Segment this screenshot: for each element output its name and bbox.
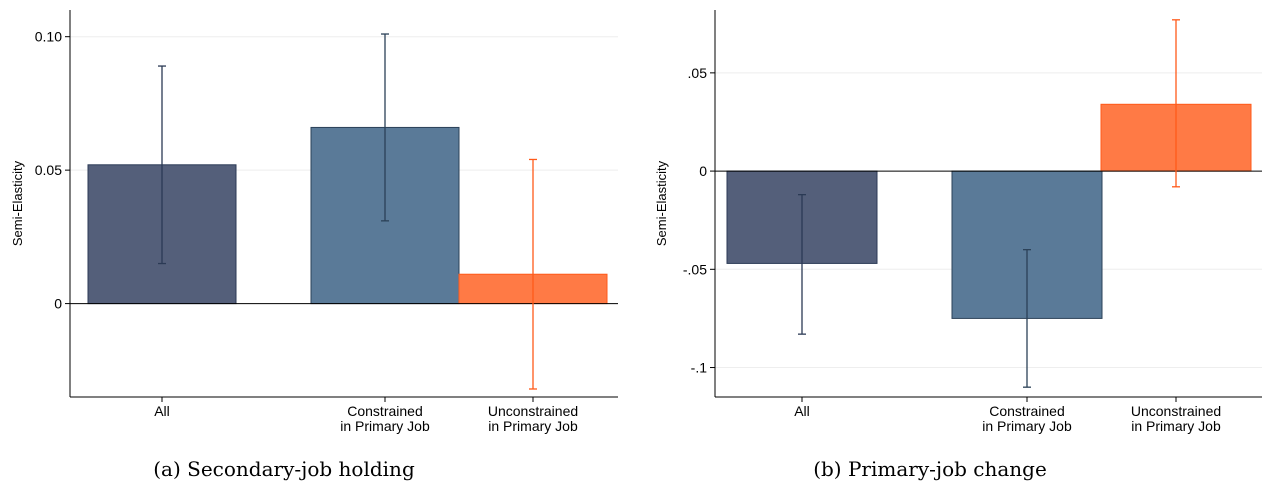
y-tick-label: 0 [54,296,62,312]
y-tick-label: -.05 [683,261,707,277]
panel-caption: (b) Primary-job change [813,457,1047,481]
x-tick-label: Constrained [347,403,423,419]
y-tick-label: 0 [699,163,707,179]
x-tick-label: All [154,403,170,419]
x-tick-label: in Primary Job [982,418,1072,434]
y-tick-label: 0.10 [35,29,62,45]
y-axis-label: Semi-Elasticity [654,160,669,246]
y-tick-label: -.1 [691,360,708,376]
x-tick-label: in Primary Job [340,418,430,434]
x-tick-label: in Primary Job [1131,418,1221,434]
panel-caption: (a) Secondary-job holding [153,457,415,481]
x-tick-label: Unconstrained [1131,403,1221,419]
x-tick-label: All [794,403,810,419]
x-tick-label: in Primary Job [488,418,578,434]
x-tick-label: Unconstrained [488,403,578,419]
x-tick-label: Constrained [989,403,1065,419]
y-axis-label: Semi-Elasticity [10,160,25,246]
y-tick-label: .05 [688,65,708,81]
y-tick-label: 0.05 [35,162,62,178]
